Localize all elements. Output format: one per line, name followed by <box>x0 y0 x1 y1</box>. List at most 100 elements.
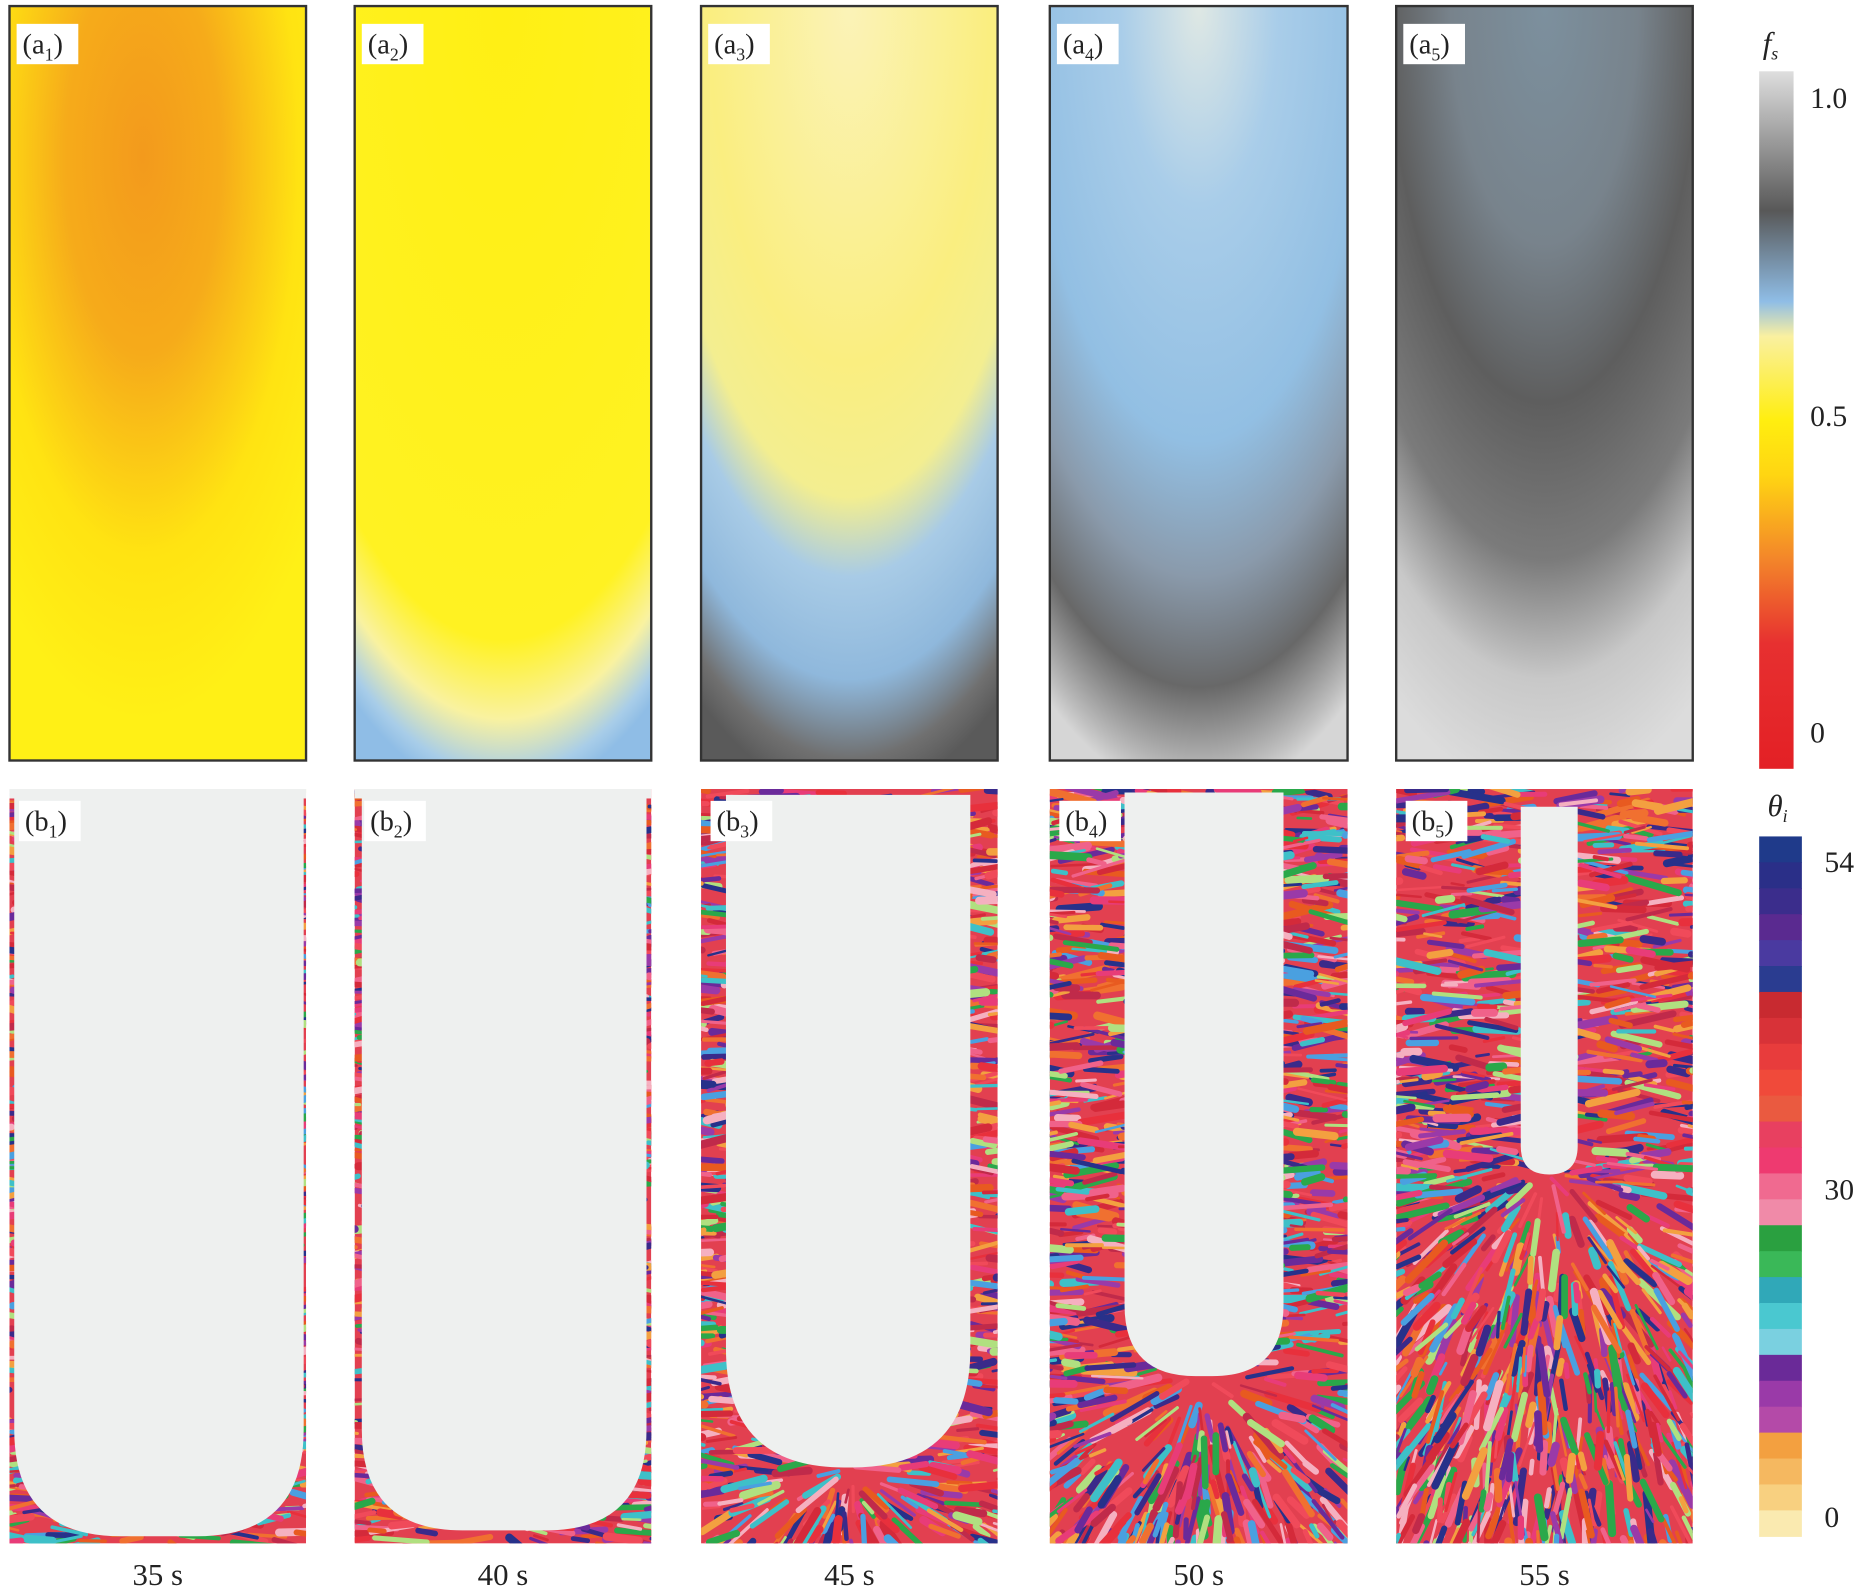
grain <box>644 853 652 861</box>
grain <box>728 1508 769 1544</box>
grain <box>1317 955 1348 961</box>
grain <box>299 1324 307 1333</box>
grain <box>985 1147 998 1155</box>
grain <box>9 942 19 951</box>
label-close: ) <box>399 30 408 61</box>
grain <box>701 1306 724 1315</box>
grain <box>1050 862 1104 868</box>
grain <box>354 890 361 895</box>
grain <box>1318 960 1348 971</box>
grain <box>701 1079 717 1088</box>
label-text: (a2) <box>368 30 408 65</box>
grain <box>1049 1151 1057 1160</box>
grain <box>774 1506 807 1539</box>
grain <box>701 1360 736 1374</box>
grain-structure <box>354 788 652 1544</box>
grain <box>991 1368 998 1373</box>
grain <box>1188 1401 1203 1429</box>
grain <box>705 1097 729 1104</box>
time-label: 35 s <box>132 1558 183 1591</box>
grain <box>702 1068 732 1081</box>
grain <box>1228 1399 1246 1417</box>
grain <box>296 936 307 946</box>
grain <box>9 846 23 856</box>
grain <box>893 1507 910 1520</box>
grain <box>977 1062 998 1073</box>
grain <box>1328 1271 1348 1280</box>
grain <box>1211 1382 1234 1399</box>
grain <box>879 1489 916 1517</box>
grain <box>642 881 652 887</box>
grain <box>647 1043 652 1050</box>
grain <box>1050 990 1070 998</box>
grain <box>1075 1276 1121 1288</box>
label-close: ) <box>749 806 758 837</box>
grain <box>701 1237 733 1243</box>
grain <box>1303 851 1343 863</box>
grain <box>1049 1244 1074 1254</box>
grain <box>989 862 998 870</box>
grain <box>807 1525 824 1544</box>
grain <box>977 1114 998 1127</box>
grain <box>701 1486 726 1499</box>
grain <box>595 1541 607 1544</box>
grain <box>529 1536 549 1544</box>
grain <box>972 858 998 864</box>
grain <box>886 1476 940 1487</box>
label-sub: 2 <box>394 822 403 842</box>
grain <box>984 1197 998 1204</box>
grain <box>302 1425 307 1429</box>
grain <box>646 1339 652 1348</box>
grain <box>1252 1480 1264 1510</box>
grain <box>989 1347 998 1356</box>
grain <box>647 899 652 908</box>
bottom-panel-label: (b1) <box>18 800 81 842</box>
grain <box>1325 1467 1348 1495</box>
label-box <box>361 23 424 65</box>
grain <box>300 908 307 914</box>
grain <box>701 859 731 868</box>
grain <box>643 1505 652 1512</box>
grain <box>701 913 720 920</box>
grain <box>1306 1053 1348 1059</box>
grain <box>1049 893 1056 902</box>
grain <box>354 1497 376 1511</box>
grain <box>779 1535 787 1544</box>
grain <box>641 1027 652 1033</box>
grain <box>646 1358 652 1362</box>
grain <box>795 1476 839 1514</box>
grain <box>354 828 358 831</box>
grain <box>701 1419 714 1423</box>
grain <box>9 1512 35 1524</box>
grain <box>640 1324 652 1333</box>
grain <box>701 1266 706 1272</box>
grain <box>1049 954 1058 958</box>
grain <box>642 1318 652 1325</box>
label-text: (a1) <box>23 30 63 65</box>
grain <box>891 1517 924 1544</box>
grain <box>704 1058 725 1067</box>
grain <box>1340 1498 1348 1511</box>
grain <box>354 1519 372 1526</box>
grain <box>1059 1284 1089 1293</box>
grain <box>1049 1436 1073 1462</box>
grain <box>972 1523 991 1539</box>
label-close: ) <box>403 806 412 837</box>
grain <box>879 1482 902 1493</box>
grain <box>977 1537 990 1544</box>
grain <box>354 1297 364 1304</box>
grain <box>992 809 998 817</box>
grain <box>354 1520 360 1526</box>
label-text: (a3) <box>714 30 754 65</box>
grain <box>701 1264 716 1269</box>
grain <box>1134 1473 1162 1516</box>
grain <box>1049 1358 1058 1363</box>
grain <box>701 1510 733 1536</box>
grain <box>897 1487 939 1510</box>
label-sub: 1 <box>45 45 54 65</box>
grain <box>372 1535 430 1544</box>
time-label: 45 s <box>824 1558 875 1591</box>
grain <box>844 1488 850 1504</box>
grain-structure <box>9 788 307 1544</box>
grain <box>354 1449 369 1456</box>
